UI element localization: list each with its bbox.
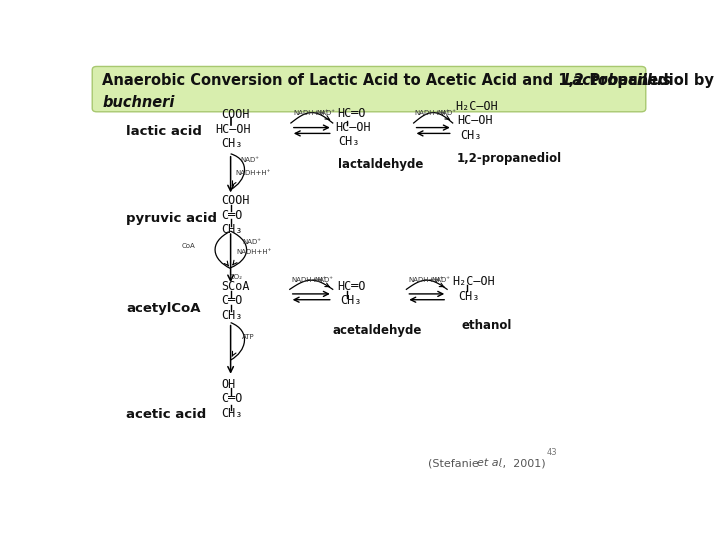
Text: C═O: C═O (221, 209, 243, 222)
Text: CH₃: CH₃ (460, 129, 482, 142)
Text: lactaldehyde: lactaldehyde (338, 158, 423, 171)
Text: CH₃: CH₃ (338, 135, 360, 148)
Text: NADH+H⁺: NADH+H⁺ (415, 110, 450, 116)
Text: NADH+H⁺: NADH+H⁺ (292, 277, 327, 283)
Text: (Stefanie: (Stefanie (428, 458, 482, 468)
Text: ethanol: ethanol (461, 319, 511, 332)
Text: COOH: COOH (221, 194, 250, 207)
Text: NADH+H⁺: NADH+H⁺ (235, 170, 271, 176)
Text: CH₃: CH₃ (459, 290, 480, 303)
Text: HC═O: HC═O (337, 280, 366, 293)
Text: 43: 43 (546, 448, 557, 457)
Text: lactic acid: lactic acid (126, 125, 202, 138)
Text: NADH+H⁺: NADH+H⁺ (237, 249, 272, 255)
Text: Anaerobic Conversion of Lactic Acid to Acetic Acid and 1,2 Propanediol by: Anaerobic Conversion of Lactic Acid to A… (102, 73, 719, 88)
Text: H₂C—OH: H₂C—OH (453, 275, 495, 288)
Text: OH: OH (221, 377, 235, 390)
Text: acetaldehyde: acetaldehyde (333, 323, 422, 336)
Text: NAD⁺: NAD⁺ (240, 158, 260, 164)
Text: CoA: CoA (182, 242, 196, 249)
Text: buchneri: buchneri (102, 94, 175, 110)
Text: NADH+H⁺: NADH+H⁺ (294, 110, 329, 116)
Text: NAD⁺: NAD⁺ (243, 239, 261, 245)
Text: HC—OH: HC—OH (336, 120, 371, 134)
Text: H₂C—OH: H₂C—OH (456, 100, 498, 113)
Text: ATP: ATP (243, 334, 255, 340)
Text: NAD⁺: NAD⁺ (316, 110, 335, 116)
Text: CO₂: CO₂ (230, 274, 243, 280)
Text: et al: et al (477, 458, 501, 468)
Text: NAD⁺: NAD⁺ (315, 277, 333, 283)
Text: NAD⁺: NAD⁺ (437, 110, 456, 116)
Text: NAD⁺: NAD⁺ (431, 277, 450, 283)
Text: SCoA: SCoA (221, 280, 250, 293)
Text: HC—OH: HC—OH (457, 114, 492, 127)
Text: CH₃: CH₃ (221, 224, 243, 237)
Text: CH₃: CH₃ (221, 407, 243, 420)
Text: acetylCoA: acetylCoA (126, 301, 201, 314)
FancyBboxPatch shape (92, 66, 646, 112)
Text: C═O: C═O (221, 392, 243, 405)
Text: CH₃: CH₃ (221, 309, 243, 322)
Text: COOH: COOH (221, 108, 250, 121)
Text: Lactobacillus: Lactobacillus (564, 73, 672, 88)
Text: 1,2-propanediol: 1,2-propanediol (457, 152, 562, 165)
Text: pyruvic acid: pyruvic acid (126, 212, 217, 225)
Text: C═O: C═O (221, 294, 243, 307)
Text: CH₃: CH₃ (340, 294, 361, 307)
Text: HC═O: HC═O (337, 107, 366, 120)
Text: acetic acid: acetic acid (126, 408, 207, 421)
Text: CH₃: CH₃ (221, 137, 243, 150)
Text: .,  2001): ., 2001) (499, 458, 546, 468)
Text: HC—OH: HC—OH (215, 123, 251, 136)
Text: NADH+H⁺: NADH+H⁺ (408, 277, 444, 283)
